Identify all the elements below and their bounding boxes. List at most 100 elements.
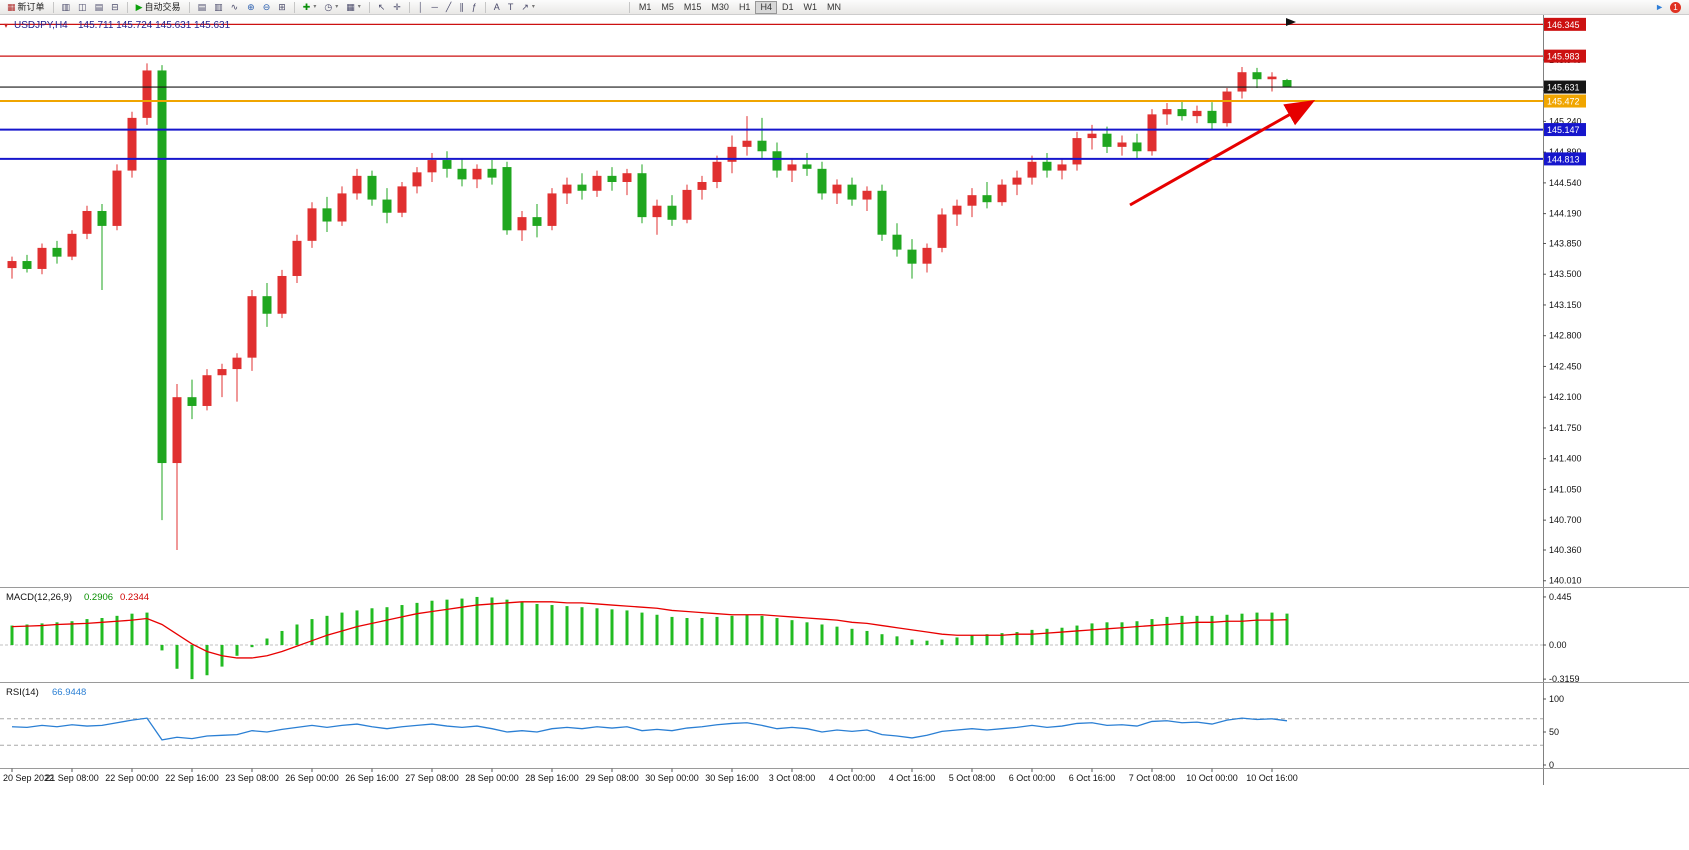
candle-body <box>262 296 272 314</box>
indicators-button[interactable]: ✚ ▾ <box>299 1 321 14</box>
market-watch-button[interactable]: ▥ <box>58 1 75 14</box>
macd-histogram-bar <box>985 634 989 645</box>
time-axis-label: 20 Sep 2022 <box>3 773 54 783</box>
time-axis-label: 3 Oct 08:00 <box>769 773 816 783</box>
navigator-button[interactable]: ▤ <box>91 1 108 14</box>
macd-histogram-bar <box>70 621 74 645</box>
data-window-icon: ◫ <box>78 1 87 12</box>
timeframe-m30-button[interactable]: M30 <box>706 1 734 14</box>
channel-button[interactable]: ∥ <box>455 1 468 14</box>
macd-histogram-bar <box>730 615 734 645</box>
candlestick <box>712 155 722 189</box>
candle-body <box>97 210 107 226</box>
candlestick <box>802 153 812 176</box>
macd-histogram-bar <box>850 628 854 645</box>
fibonacci-button[interactable]: ƒ <box>468 1 481 14</box>
candle-body <box>1162 109 1172 115</box>
candle-body <box>832 184 842 194</box>
toolbar-group-zoom: ⊕ ⊖ ⊞ <box>243 1 290 14</box>
macd-histogram-bar <box>1030 629 1034 645</box>
candlestick <box>667 195 677 226</box>
cursor-button[interactable]: ↖ <box>374 1 390 14</box>
trendline-button[interactable]: ╱ <box>442 1 455 14</box>
periods-button[interactable]: ◷ ▾ <box>320 1 342 14</box>
timeframe-h1-button[interactable]: H1 <box>734 1 756 14</box>
arrows-tool-button[interactable]: ↗ ▾ <box>517 1 539 14</box>
candlestick-chart-button[interactable]: ▥ <box>210 1 227 14</box>
candlestick <box>622 168 632 196</box>
vertical-line-button[interactable]: │ <box>414 1 428 14</box>
quick-pointer-button[interactable]: ► <box>1651 1 1668 14</box>
macd-histogram-bar <box>580 607 584 645</box>
arrows-tool-icon: ↗ <box>521 1 529 12</box>
symbol-marker-icon: ▾ <box>4 21 8 30</box>
new-order-button[interactable]: ▦ 新订单 <box>3 1 49 14</box>
candlestick <box>892 223 902 257</box>
macd-histogram-bar <box>175 645 179 669</box>
price-badge <box>1544 80 1586 94</box>
dropdown-caret-icon: ▾ <box>357 4 361 10</box>
time-axis-label: 7 Oct 08:00 <box>1129 773 1176 783</box>
candle-body <box>742 140 752 147</box>
candle-body <box>142 70 152 118</box>
trend-arrow-annotation[interactable] <box>1129 100 1316 207</box>
zoom-in-button[interactable]: ⊕ <box>243 1 259 14</box>
candlestick <box>907 239 917 279</box>
toolbar-group-chart-type: ▤ ▥ ∿ <box>194 1 243 14</box>
time-axis-label: 28 Sep 00:00 <box>465 773 519 783</box>
candle-body <box>697 181 707 190</box>
timeframe-m15-button[interactable]: M15 <box>679 1 707 14</box>
price-marker-annotation[interactable] <box>1286 18 1296 26</box>
toolbar-group-windows: ▥ ◫ ▤ ⊟ <box>58 1 123 14</box>
candlestick <box>322 196 332 233</box>
zoom-out-button[interactable]: ⊖ <box>259 1 275 14</box>
candle-body <box>112 170 122 226</box>
candlestick <box>412 167 422 194</box>
templates-button[interactable]: ▦ ▾ <box>342 1 365 14</box>
candlestick <box>592 170 602 197</box>
crosshair-button[interactable]: ✛ <box>389 1 405 14</box>
label-button[interactable]: T <box>504 1 518 14</box>
candle-body <box>862 190 872 200</box>
tile-windows-button[interactable]: ⊞ <box>274 1 290 14</box>
macd-histogram-bar <box>370 608 374 645</box>
timeframe-w1-button[interactable]: W1 <box>798 1 822 14</box>
timeframe-h4-button[interactable]: H4 <box>755 0 777 14</box>
macd-histogram-bar <box>1015 632 1019 645</box>
price-axis-label: 143.150 <box>1549 300 1582 310</box>
candlestick <box>52 240 62 264</box>
timeframe-m5-button[interactable]: M5 <box>656 1 679 14</box>
auto-trading-button[interactable]: ▶ 自动交易 <box>132 1 185 14</box>
terminal-button[interactable]: ⊟ <box>107 1 123 14</box>
time-axis-label: 10 Oct 16:00 <box>1246 773 1298 783</box>
candle-body <box>22 261 32 269</box>
candle-body <box>907 249 917 264</box>
candlestick <box>1222 88 1232 127</box>
candle-body <box>637 173 647 218</box>
candlestick <box>232 353 242 402</box>
timeframe-mn-button[interactable]: MN <box>822 1 846 14</box>
text-icon: A <box>493 1 500 12</box>
label-icon: T <box>507 1 514 12</box>
data-window-button[interactable]: ◫ <box>74 1 91 14</box>
timeframe-m1-button[interactable]: M1 <box>634 1 657 14</box>
auto-trading-label: 自动交易 <box>144 2 181 12</box>
macd-histogram-bar <box>430 600 434 645</box>
candle-body <box>577 184 587 191</box>
price-axis-label: 141.050 <box>1549 484 1582 494</box>
candle-body <box>157 70 167 464</box>
candlestick <box>682 184 692 224</box>
candlestick <box>397 181 407 218</box>
notification-badge[interactable]: 1 <box>1670 1 1681 13</box>
horizontal-line-icon: ─ <box>431 1 438 12</box>
timeframe-d1-button[interactable]: D1 <box>777 1 799 14</box>
candlestick <box>172 384 182 551</box>
price-badge <box>1544 17 1586 31</box>
horizontal-line-button[interactable]: ─ <box>427 1 441 14</box>
candle-body <box>802 164 812 169</box>
price-badge <box>1544 94 1586 108</box>
line-chart-button[interactable]: ∿ <box>227 1 243 14</box>
dropdown-caret-icon: ▾ <box>531 4 535 10</box>
text-button[interactable]: A <box>490 1 504 14</box>
bar-chart-button[interactable]: ▤ <box>194 1 211 14</box>
